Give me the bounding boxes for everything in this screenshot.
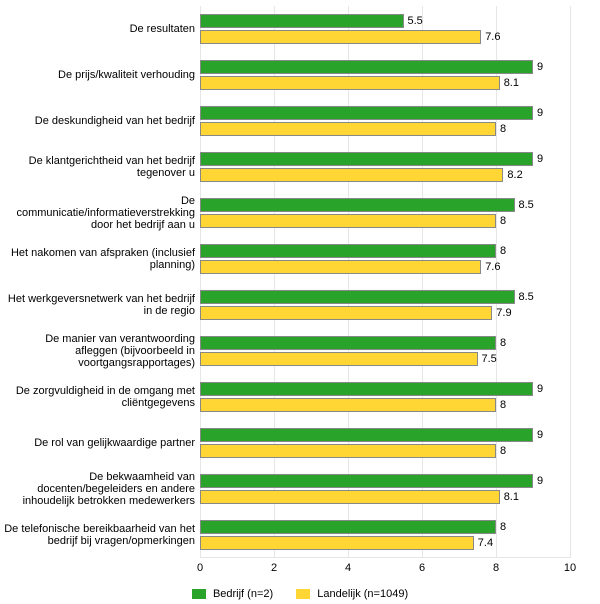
- bar-landelijk: [200, 260, 481, 274]
- legend-label-landelijk: Landelijk (n=1049): [317, 588, 408, 600]
- legend-swatch-bedrijf: [192, 589, 206, 599]
- value-label: 8.1: [504, 490, 519, 504]
- bar-bedrijf: [200, 382, 533, 396]
- category-label: De telefonische bereikbaarheid van het b…: [0, 523, 195, 547]
- value-label: 9: [537, 152, 543, 166]
- bar-bedrijf: [200, 474, 533, 488]
- value-label: 8: [500, 398, 506, 412]
- category-label: De bekwaamheid van docenten/begeleiders …: [0, 471, 195, 507]
- value-label: 8.2: [507, 168, 522, 182]
- chart-row: De rol van gelijkwaardige partner 9 8: [0, 420, 570, 466]
- bar-bedrijf: [200, 244, 496, 258]
- bar-landelijk: [200, 122, 496, 136]
- bar-bedrijf: [200, 336, 496, 350]
- chart-row: De communicatie/informatieverstrekking d…: [0, 190, 570, 236]
- chart-row: Het nakomen van afspraken (inclusief pla…: [0, 236, 570, 282]
- chart-row: De prijs/kwaliteit verhouding 9 8.1: [0, 52, 570, 98]
- x-tick-label: 4: [345, 562, 351, 574]
- value-label: 9: [537, 106, 543, 120]
- chart-row: De deskundigheid van het bedrijf 9 8: [0, 98, 570, 144]
- chart-container: 0 2 4 6 8 10 De resultaten 5.5 7.6 De prijs/kwal…: [0, 0, 600, 604]
- category-label: De communicatie/informatieverstrekking d…: [0, 195, 195, 231]
- category-label: De klantgerichtheid van het bedrijf tege…: [0, 155, 195, 179]
- category-label: De rol van gelijkwaardige partner: [0, 437, 195, 449]
- value-label: 8: [500, 244, 506, 258]
- chart-row: Het werkgeversnetwerk van het bedrijf in…: [0, 282, 570, 328]
- x-tick-label: 2: [271, 562, 277, 574]
- bar-bedrijf: [200, 290, 515, 304]
- bar-bedrijf: [200, 14, 404, 28]
- legend-item-bedrijf: Bedrijf (n=2): [192, 588, 273, 600]
- bar-landelijk: [200, 352, 478, 366]
- bar-landelijk: [200, 306, 492, 320]
- x-tick-label: 10: [564, 562, 576, 574]
- value-label: 7.9: [496, 306, 511, 320]
- category-label: Het nakomen van afspraken (inclusief pla…: [0, 247, 195, 271]
- value-label: 7.5: [482, 352, 497, 366]
- bar-landelijk: [200, 536, 474, 550]
- value-label: 5.5: [408, 14, 423, 28]
- value-label: 8.5: [519, 198, 534, 212]
- legend-swatch-landelijk: [296, 589, 310, 599]
- bar-landelijk: [200, 168, 503, 182]
- bar-bedrijf: [200, 520, 496, 534]
- chart-row: De resultaten 5.5 7.6: [0, 6, 570, 52]
- value-label: 7.6: [485, 260, 500, 274]
- legend-label-bedrijf: Bedrijf (n=2): [213, 588, 273, 600]
- x-tick-label: 0: [197, 562, 203, 574]
- x-tick-label: 8: [493, 562, 499, 574]
- legend: Bedrijf (n=2) Landelijk (n=1049): [0, 588, 600, 600]
- bar-landelijk: [200, 214, 496, 228]
- bar-bedrijf: [200, 106, 533, 120]
- chart-row: De bekwaamheid van docenten/begeleiders …: [0, 466, 570, 512]
- gridline: [570, 6, 571, 558]
- value-label: 8.5: [519, 290, 534, 304]
- chart-row: De klantgerichtheid van het bedrijf tege…: [0, 144, 570, 190]
- category-label: De deskundigheid van het bedrijf: [0, 115, 195, 127]
- bar-landelijk: [200, 490, 500, 504]
- chart-row: De manier van verantwoording afleggen (b…: [0, 328, 570, 374]
- value-label: 7.4: [478, 536, 493, 550]
- value-label: 9: [537, 474, 543, 488]
- legend-item-landelijk: Landelijk (n=1049): [296, 588, 408, 600]
- value-label: 9: [537, 428, 543, 442]
- bar-landelijk: [200, 76, 500, 90]
- value-label: 9: [537, 60, 543, 74]
- chart-row: De telefonische bereikbaarheid van het b…: [0, 512, 570, 558]
- category-label: De manier van verantwoording afleggen (b…: [0, 333, 195, 369]
- bar-bedrijf: [200, 428, 533, 442]
- bar-landelijk: [200, 444, 496, 458]
- value-label: 9: [537, 382, 543, 396]
- bar-bedrijf: [200, 60, 533, 74]
- bar-landelijk: [200, 398, 496, 412]
- category-label: De prijs/kwaliteit verhouding: [0, 69, 195, 81]
- bar-bedrijf: [200, 152, 533, 166]
- value-label: 8: [500, 122, 506, 136]
- rows-container: De resultaten 5.5 7.6 De prijs/kwaliteit ve…: [0, 6, 570, 558]
- value-label: 8: [500, 444, 506, 458]
- category-label: De zorgvuldigheid in de omgang met cliën…: [0, 385, 195, 409]
- bar-bedrijf: [200, 198, 515, 212]
- value-label: 7.6: [485, 30, 500, 44]
- category-label: De resultaten: [0, 23, 195, 35]
- category-label: Het werkgeversnetwerk van het bedrijf in…: [0, 293, 195, 317]
- value-label: 8: [500, 520, 506, 534]
- value-label: 8.1: [504, 76, 519, 90]
- value-label: 8: [500, 214, 506, 228]
- chart-row: De zorgvuldigheid in de omgang met cliën…: [0, 374, 570, 420]
- bar-landelijk: [200, 30, 481, 44]
- x-tick-label: 6: [419, 562, 425, 574]
- value-label: 8: [500, 336, 506, 350]
